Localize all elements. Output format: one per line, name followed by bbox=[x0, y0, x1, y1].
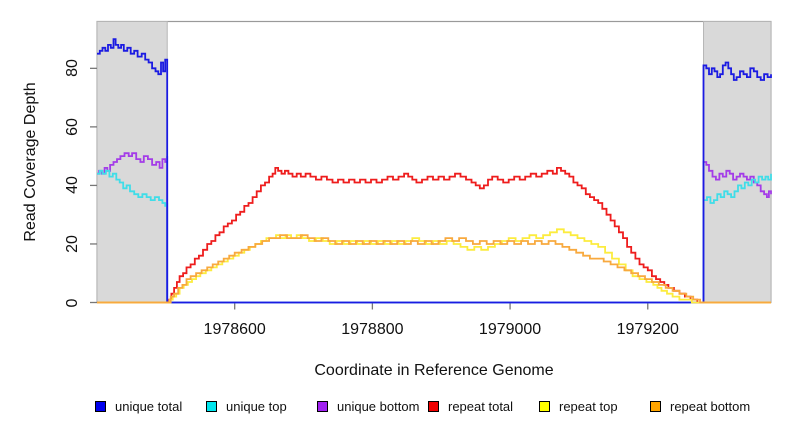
legend-swatch bbox=[317, 400, 328, 412]
x-axis-title: Coordinate in Reference Genome bbox=[314, 362, 554, 379]
legend-item: unique top bbox=[206, 398, 287, 414]
legend-swatch bbox=[650, 400, 661, 412]
shaded-region bbox=[703, 21, 772, 303]
x-tick-label: 1979200 bbox=[616, 321, 679, 338]
legend-label: repeat top bbox=[559, 398, 618, 414]
x-tick-label: 1978800 bbox=[341, 321, 404, 338]
legend-label: repeat total bbox=[448, 398, 514, 414]
series-line-repeat-total bbox=[97, 167, 771, 304]
series-line-repeat-bottom bbox=[97, 234, 771, 304]
y-tick-label: 40 bbox=[64, 176, 81, 195]
y-tick-label: 80 bbox=[64, 59, 81, 78]
y-tick-label: 0 bbox=[64, 298, 81, 307]
legend-label: unique top bbox=[226, 398, 287, 414]
y-tick-label: 60 bbox=[64, 117, 81, 136]
legend-item: unique total bbox=[95, 398, 182, 414]
legend-item: repeat total bbox=[428, 398, 513, 414]
series-line-repeat-top bbox=[97, 228, 771, 304]
legend-label: repeat bottom bbox=[670, 398, 751, 414]
legend-swatch bbox=[95, 400, 106, 412]
series-line-unique-total bbox=[97, 38, 772, 304]
y-axis-title: Read Coverage Depth bbox=[22, 82, 39, 242]
series-line-unique-bottom bbox=[97, 152, 772, 304]
legend-swatch bbox=[206, 400, 217, 412]
legend-swatch bbox=[539, 400, 550, 412]
x-tick-label: 1979000 bbox=[478, 321, 542, 338]
legend-label: unique bottom bbox=[337, 398, 420, 414]
legend-item: unique bottom bbox=[317, 398, 419, 414]
series-line-unique-top bbox=[97, 169, 772, 304]
plot-frame bbox=[96, 20, 772, 304]
legend-swatch bbox=[428, 400, 439, 412]
x-tick-label: 1978600 bbox=[203, 321, 266, 338]
legend-item: repeat top bbox=[539, 398, 618, 414]
legend-item: repeat bottom bbox=[650, 398, 750, 414]
y-tick-label: 20 bbox=[64, 235, 81, 253]
legend-label: unique total bbox=[115, 398, 183, 414]
